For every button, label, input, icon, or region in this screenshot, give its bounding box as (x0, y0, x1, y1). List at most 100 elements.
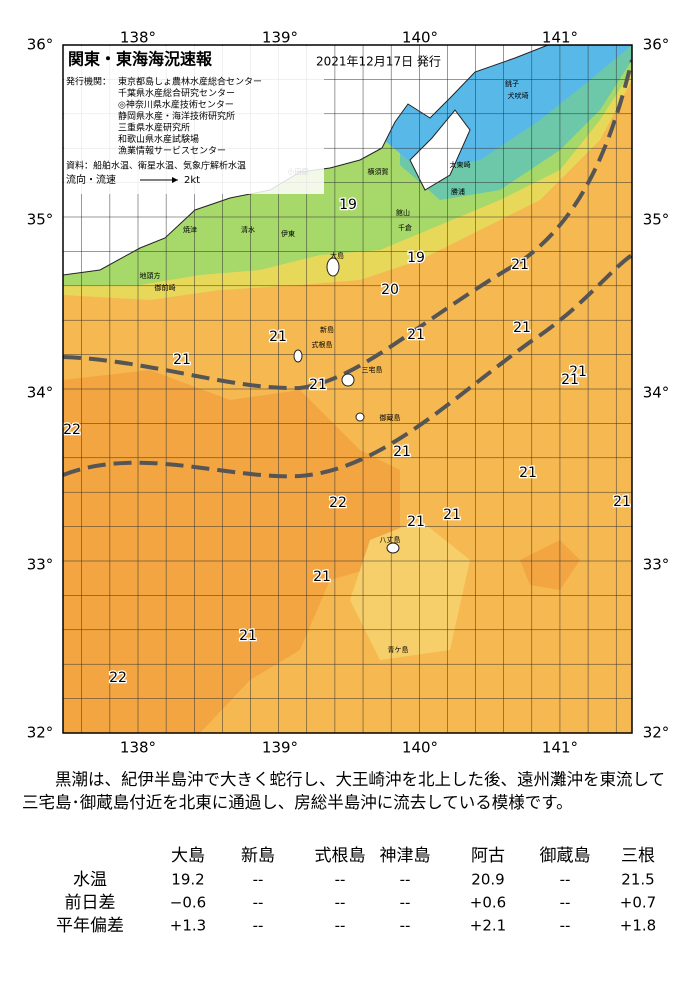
place-name: 銚子 (505, 79, 519, 88)
place-name: 地頭方 (140, 271, 161, 280)
table-cell: −0.6 (170, 894, 206, 912)
table-cell: +0.7 (620, 894, 656, 912)
temperature-label: 21 (443, 507, 461, 523)
lat-label: 33° (643, 556, 670, 574)
warm-water (63, 370, 400, 733)
temperature-label: 20 (381, 282, 399, 298)
temperature-label: 19 (407, 250, 425, 266)
table-cell: -- (253, 917, 264, 935)
place-name: 焼津 (183, 225, 197, 234)
lat-label: 34° (643, 384, 670, 402)
temperature-label: 21 (513, 320, 531, 336)
temperature-label: 21 (613, 494, 631, 510)
temperature-label: 21 (561, 372, 579, 388)
place-name: 三宅島 (362, 365, 383, 374)
place-name: 太東崎 (450, 160, 471, 169)
table-cell: 19.2 (171, 871, 204, 889)
agency: 東京都島しょ農林水産総合センター (118, 76, 262, 88)
agency: ◎神奈川県水産技術センター (118, 99, 234, 111)
column-header: 大島 (171, 846, 205, 866)
table-cell: +1.8 (620, 917, 656, 935)
column-header: 御蔵島 (540, 846, 591, 866)
legend-arrow-head (172, 177, 178, 183)
temperature-label: 21 (511, 257, 529, 273)
temperature-label: 22 (109, 670, 127, 686)
kuroshio-path (63, 253, 632, 479)
legend-speed: 2kt (184, 175, 200, 186)
place-name: 勝浦 (451, 187, 465, 196)
table-cell: -- (335, 894, 346, 912)
lat-label: 36° (643, 36, 670, 54)
lon-label: 141° (542, 29, 578, 47)
map-frame (62, 44, 633, 734)
temperature-label: 22 (329, 495, 347, 511)
kuroshio-path (63, 59, 632, 391)
place-name: 青ケ島 (388, 645, 409, 654)
place-name: 御前崎 (155, 283, 176, 292)
table-cell: -- (400, 917, 411, 935)
agency: 千葉県水産総合研究センター (118, 87, 235, 99)
lat-label: 36° (27, 36, 54, 54)
agency: 和歌山県水産試験場 (118, 133, 199, 145)
lat-label: 35° (643, 211, 670, 229)
warm-water (520, 540, 580, 590)
temperature-label: 21 (519, 465, 537, 481)
temperature-label: 19 (339, 197, 357, 213)
agency: 三重県水産研究所 (118, 122, 190, 134)
column-header: 三根 (621, 846, 655, 866)
temperature-label: 21 (393, 444, 411, 460)
agency: 静岡県水産・海洋技術研究所 (118, 110, 235, 122)
lat-label: 32° (27, 724, 54, 742)
info-box (64, 46, 324, 194)
lon-label: 140° (402, 739, 438, 757)
lon-label: 138° (120, 29, 156, 47)
lon-label: 141° (542, 739, 578, 757)
table-cell: -- (560, 917, 571, 935)
place-name: 式根島 (312, 340, 333, 349)
row-header: 前日差 (65, 893, 116, 913)
place-name: 横須賀 (368, 167, 389, 176)
table-cell: +1.3 (170, 917, 206, 935)
lon-label: 140° (402, 29, 438, 47)
table-cell: +0.6 (470, 894, 506, 912)
lat-label: 32° (643, 724, 670, 742)
temperature-label: 21 (569, 364, 587, 380)
lat-label: 35° (27, 211, 54, 229)
table-cell: 21.5 (621, 871, 654, 889)
row-header: 水温 (73, 870, 107, 890)
map-title: 関東・東海海況速報 (68, 50, 213, 69)
column-header: 式根島 (315, 846, 366, 866)
row-header: 平年偏差 (56, 916, 124, 936)
place-name: 伊東 (281, 229, 295, 238)
temperature-label: 21 (407, 327, 425, 343)
temperature-label: 21 (313, 569, 331, 585)
temperature-label: 21 (269, 329, 287, 345)
place-name: 館山 (396, 208, 410, 217)
place-name: 清水 (241, 225, 255, 234)
column-header: 神津島 (380, 846, 431, 866)
temperature-label: 21 (407, 514, 425, 530)
table-cell: 20.9 (471, 871, 504, 889)
temperature-label: 22 (63, 422, 81, 438)
place-name: 八丈島 (380, 535, 401, 544)
lon-label: 139° (262, 29, 298, 47)
table-cell: -- (335, 917, 346, 935)
table-cell: -- (400, 871, 411, 889)
lon-label: 138° (120, 739, 156, 757)
temperature-label: 21 (239, 628, 257, 644)
sources: 資料：船舶水温、衛星水温、気象庁解析水温 (66, 160, 246, 172)
place-name: 新島 (320, 325, 334, 334)
agency-label: 発行機関： (66, 76, 111, 88)
lat-label: 34° (27, 384, 54, 402)
agency: 漁業情報サービスセンター (118, 145, 226, 157)
cool-water (350, 520, 470, 660)
column-header: 阿古 (471, 846, 505, 866)
summary-text: 黒潮は、紀伊半島沖で大きく蛇行し、大王崎沖を北上した後、遠州灘沖を東流して三宅島… (22, 770, 666, 812)
table-cell: -- (335, 871, 346, 889)
column-header: 新島 (241, 846, 275, 866)
lat-label: 33° (27, 556, 54, 574)
place-name: 千倉 (398, 223, 412, 232)
table-cell: -- (560, 894, 571, 912)
